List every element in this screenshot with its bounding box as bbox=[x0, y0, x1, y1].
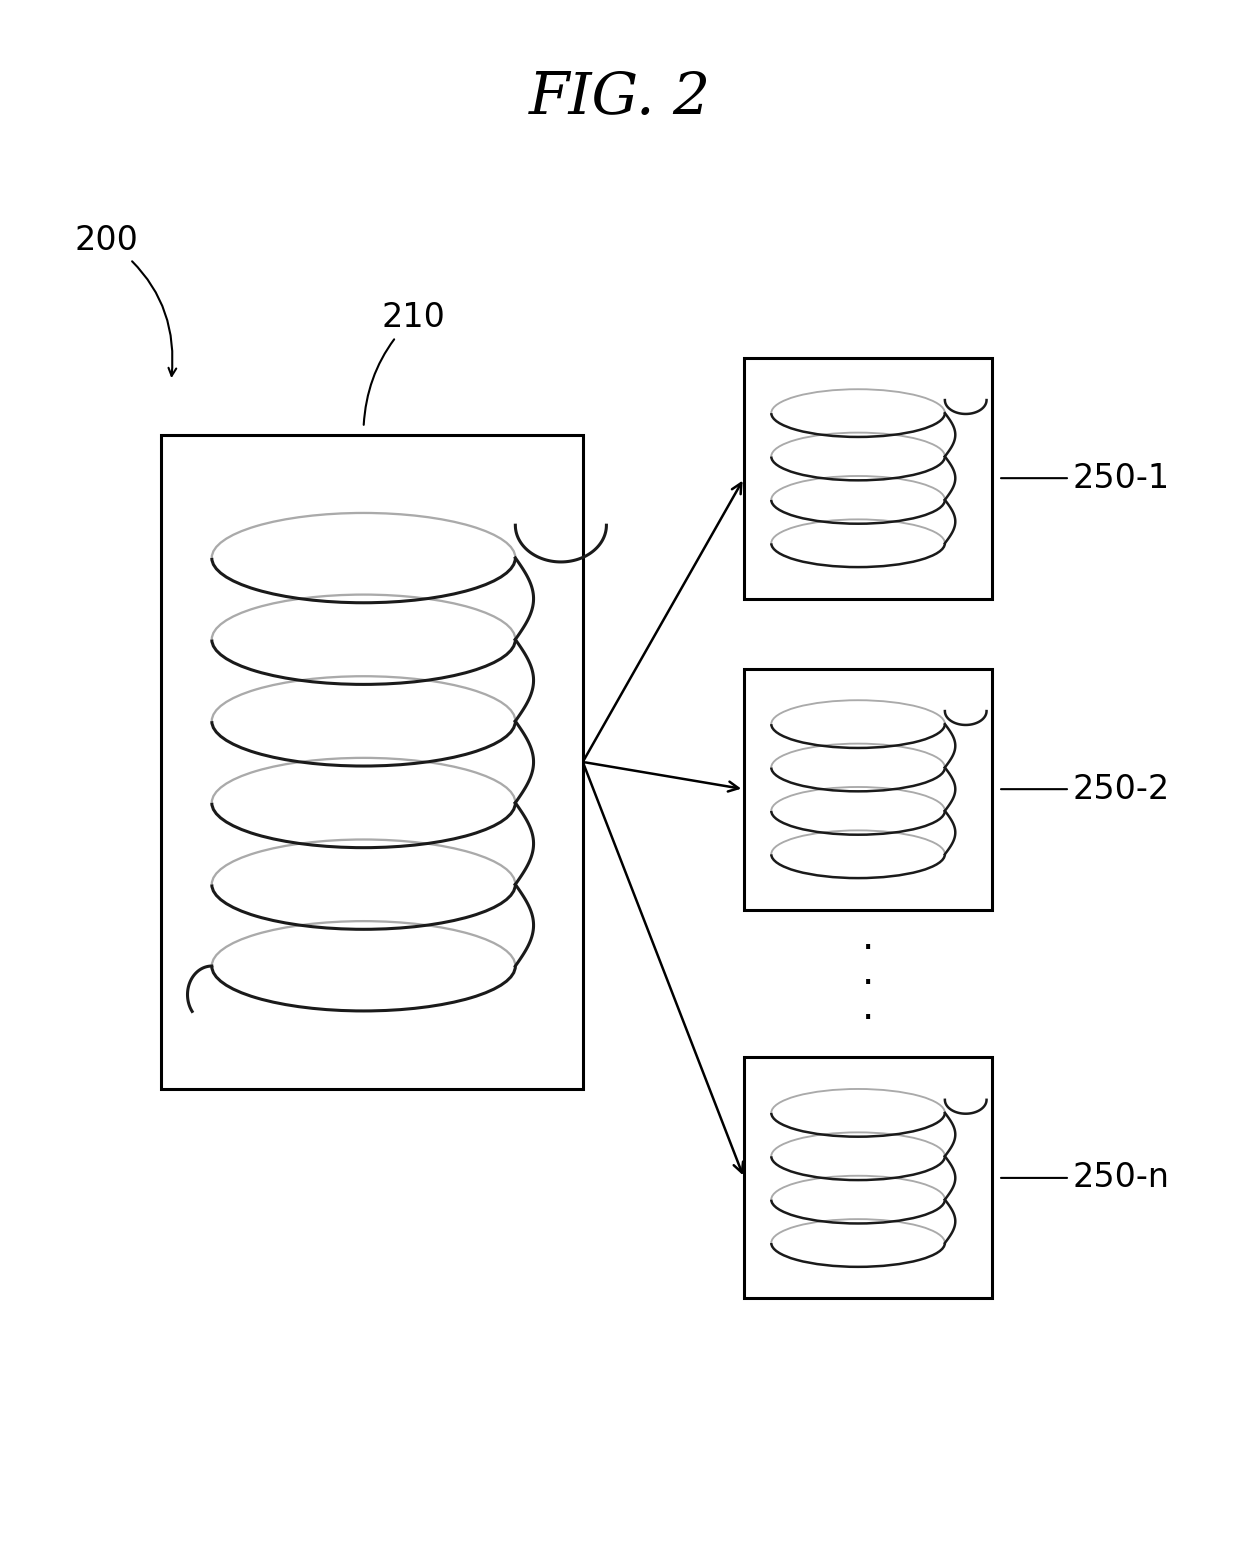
Text: 250-n: 250-n bbox=[1001, 1162, 1169, 1194]
Text: 210: 210 bbox=[363, 302, 445, 425]
Bar bbox=[161, 435, 583, 1088]
Text: FIG. 2: FIG. 2 bbox=[529, 70, 711, 126]
Text: 250-2: 250-2 bbox=[1001, 773, 1169, 805]
Text: ·
·
·: · · · bbox=[862, 930, 874, 1037]
Bar bbox=[744, 1057, 992, 1298]
Text: 250-1: 250-1 bbox=[1001, 462, 1169, 494]
Bar bbox=[744, 358, 992, 599]
Text: 200: 200 bbox=[74, 224, 176, 376]
Bar bbox=[744, 669, 992, 910]
